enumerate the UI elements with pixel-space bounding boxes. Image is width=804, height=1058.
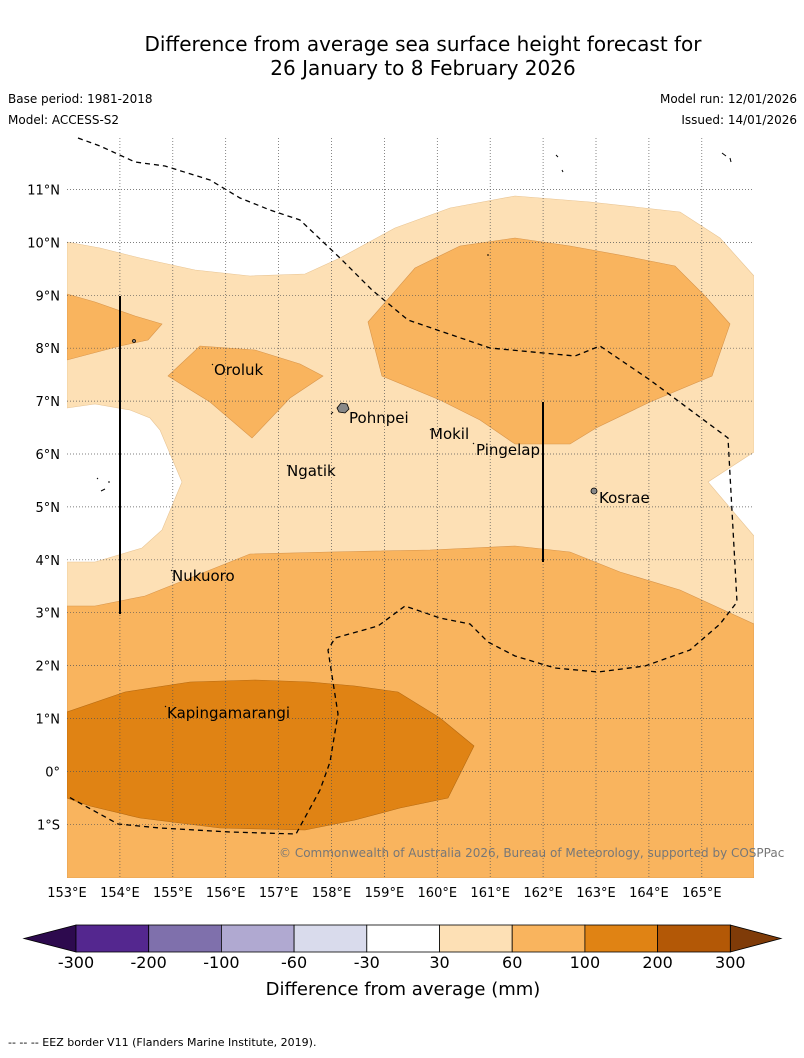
longitude-label: 164°E: [629, 886, 669, 901]
title: Difference from average sea surface heig…: [0, 32, 804, 80]
islands: [132, 339, 598, 495]
contour-60-100-oroluk: [167, 345, 324, 439]
island-ticks: [96, 152, 732, 708]
latitude-label: 3°N: [36, 607, 61, 622]
label-oroluk: Oroluk: [214, 361, 263, 379]
colorbar-tick-label: -30: [354, 953, 380, 972]
colorbar-segment: [220, 924, 295, 953]
label-kapingamarangi: Kapingamarangi: [167, 704, 290, 722]
longitude-label: 158°E: [312, 886, 352, 901]
longitude-label: 155°E: [153, 886, 193, 901]
colorbar-segment: [148, 924, 222, 953]
latitude-label: 5°N: [36, 501, 61, 516]
colorbar-segment: [511, 924, 586, 953]
latitude-label: 11°N: [27, 184, 60, 199]
longitude-labels: 153°E 154°E 155°E 156°E 157°E 158°E 159°E 160°E…: [47, 886, 721, 901]
latitude-label: 8°N: [36, 342, 61, 357]
longitude-label: 154°E: [100, 886, 140, 901]
colorbar-segment: [366, 924, 440, 953]
colorbar-segment: [75, 924, 150, 953]
title-line-2: 26 January to 8 February 2026: [270, 56, 576, 80]
longitude-label: 157°E: [259, 886, 299, 901]
longitude-label: 163°E: [576, 886, 616, 901]
colorbar-segment: [584, 924, 659, 953]
eez-footnote: -- -- -- EEZ border V11 (Flanders Marine…: [8, 1036, 317, 1049]
colorbar-tick-label: 30: [429, 953, 449, 972]
longitude-label: 165°E: [682, 886, 722, 901]
latitude-label: 1°N: [36, 713, 61, 728]
colorbar-extend-max: [729, 924, 783, 953]
colorbar-tick-label: -300: [58, 953, 94, 972]
label-ngatik: Ngatik: [287, 462, 336, 480]
copyright-notice: © Commonwealth of Australia 2026, Bureau…: [279, 846, 784, 860]
latitude-label: 6°N: [36, 448, 61, 463]
latitude-label: 7°N: [36, 395, 61, 410]
latitude-label: 1°S: [37, 818, 60, 833]
latitude-label: 9°N: [36, 289, 61, 304]
base-period: Base period: 1981-2018: [8, 92, 153, 106]
latitude-label: 4°N: [36, 554, 61, 569]
model-run: Model run: 12/01/2026: [659, 92, 797, 106]
longitude-label: 160°E: [418, 886, 458, 901]
latitude-labels: 11°N 10°N 9°N 8°N 7°N 6°N 5°N 4°N 3°N 2°N 1°N 0° 1°S: [27, 184, 60, 834]
colorbar-tick-label: -200: [131, 953, 167, 972]
latitude-label: 10°N: [27, 236, 60, 251]
longitude-label: 162°E: [523, 886, 563, 901]
kosrae-island: [590, 487, 598, 495]
label-pohnpei: Pohnpei: [349, 409, 409, 427]
colorbar-tick-label: -100: [203, 953, 239, 972]
label-pingelap: Pingelap: [476, 441, 540, 459]
colorbar-tick-label: 60: [502, 953, 522, 972]
longitude-label: 153°E: [47, 886, 87, 901]
label-kosrae: Kosrae: [599, 489, 650, 507]
latitude-label: 0°: [45, 765, 60, 780]
colorbar-tick-label: 300: [715, 953, 746, 972]
colorbar: -300 -200 -100 -60 -30 30 60 100 200 300: [22, 924, 783, 972]
colorbar-tick-label: 200: [642, 953, 673, 972]
colorbar-segment: [439, 924, 513, 953]
latitude-label: 2°N: [36, 660, 61, 675]
longitude-label: 156°E: [206, 886, 246, 901]
contour-60-100-northeast: [367, 237, 731, 445]
longitude-label: 159°E: [365, 886, 405, 901]
model-name: Model: ACCESS-S2: [8, 113, 120, 127]
label-mokil: Mokil: [430, 425, 469, 443]
colorbar-segment: [657, 924, 731, 953]
contour-60-100-west: [67, 293, 163, 361]
small-island-west: [132, 339, 136, 343]
contour-fields: [67, 138, 754, 878]
colorbar-extend-min: [22, 924, 77, 953]
longitude-label: 161°E: [470, 886, 510, 901]
colorbar-segment: [293, 924, 368, 953]
colorbar-tick-label: -60: [281, 953, 307, 972]
pohnpei-island: [336, 402, 350, 414]
eez-border: [66, 137, 738, 835]
label-nukuoro: Nukuoro: [172, 567, 235, 585]
contour-100-200: [67, 679, 475, 831]
title-line-1: Difference from average sea surface heig…: [144, 32, 702, 56]
issued-date: Issued: 14/01/2026: [681, 113, 797, 127]
colorbar-tick-label: 100: [570, 953, 601, 972]
colorbar-title: Difference from average (mm): [266, 979, 541, 1000]
